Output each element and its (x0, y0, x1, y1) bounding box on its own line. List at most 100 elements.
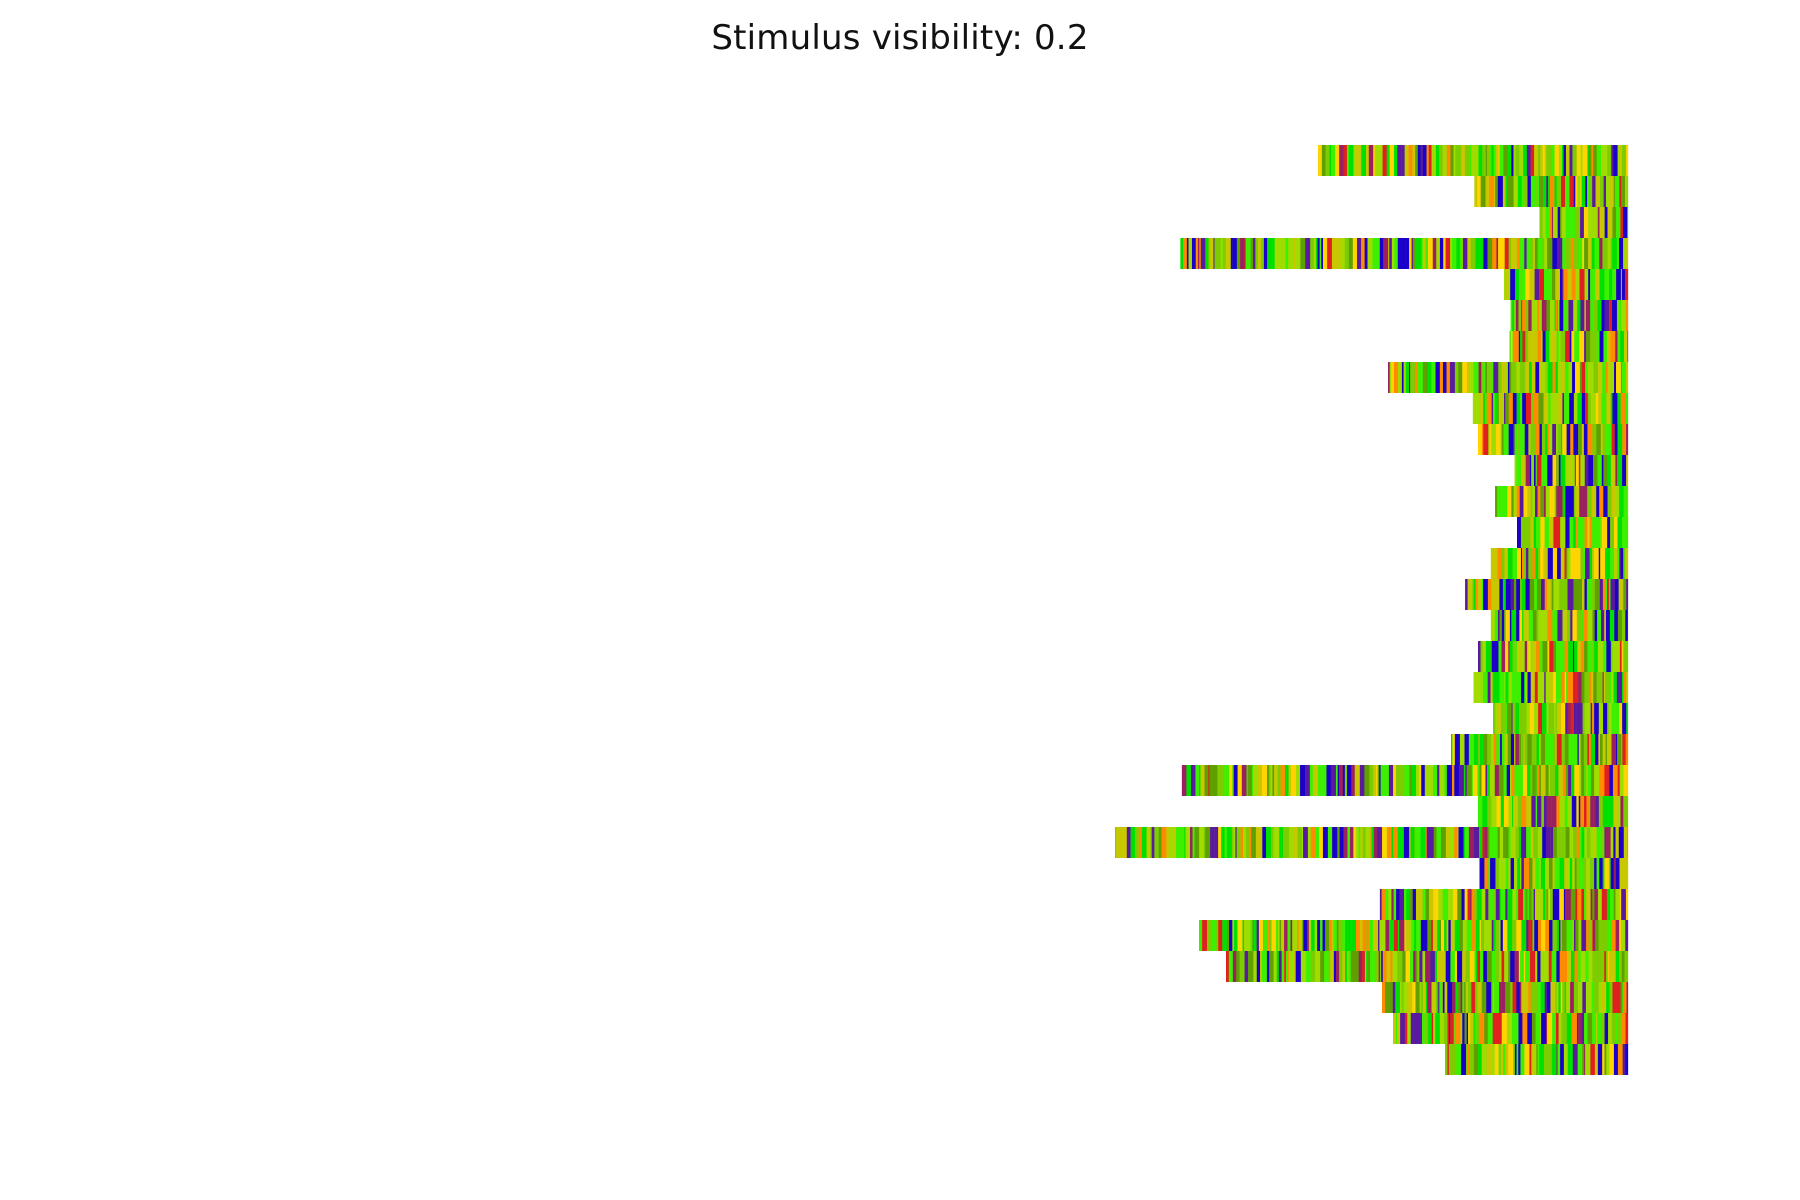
heatmap-cell (1398, 362, 1403, 393)
heatmap-cell (1523, 982, 1529, 1013)
heatmap-cell (1515, 269, 1520, 300)
heatmap-cell (1483, 362, 1486, 393)
heatmap-cell (1412, 889, 1417, 920)
heatmap-cell (1471, 1044, 1474, 1075)
heatmap-cell (1518, 703, 1524, 734)
heatmap-cell (1587, 393, 1591, 424)
heatmap-cell (1338, 238, 1341, 269)
heatmap-cell (1574, 331, 1580, 362)
heatmap-cell (1397, 951, 1403, 982)
heatmap-cell (1222, 238, 1225, 269)
heatmap-cell (1342, 920, 1346, 951)
heatmap-cell (1602, 424, 1606, 455)
heatmap-cell (1560, 548, 1565, 579)
heatmap-cell (1571, 331, 1575, 362)
heatmap-cell (1548, 765, 1551, 796)
heatmap-cell (1313, 238, 1317, 269)
heatmap-cell (1603, 486, 1608, 517)
heatmap-cell (1505, 827, 1509, 858)
heatmap-cell (1566, 858, 1571, 889)
heatmap-cell (1596, 858, 1600, 889)
heatmap-cell (1454, 734, 1461, 765)
heatmap-cell (1209, 238, 1214, 269)
heatmap-cell (1202, 920, 1208, 951)
heatmap-cell (1545, 362, 1547, 393)
heatmap-cell (1587, 176, 1590, 207)
heatmap-cell (1503, 796, 1509, 827)
heatmap-cell (1460, 951, 1463, 982)
heatmap-cell (1256, 920, 1260, 951)
heatmap-cell (1191, 238, 1196, 269)
heatmap-cell (1550, 765, 1554, 796)
heatmap-cell (1516, 455, 1522, 486)
heatmap-cell (1534, 1044, 1537, 1075)
heatmap-cell (1234, 920, 1238, 951)
heatmap-cell (1535, 176, 1537, 207)
heatmap-cell (1333, 920, 1337, 951)
heatmap-cell (1564, 548, 1567, 579)
heatmap-cell (1407, 1013, 1411, 1044)
heatmap-cell (1525, 548, 1529, 579)
heatmap-cell (1596, 951, 1602, 982)
heatmap-cell (1546, 889, 1549, 920)
heatmap-cell (1251, 951, 1254, 982)
heatmap-cell (1388, 238, 1390, 269)
heatmap-cell (1582, 455, 1585, 486)
heatmap-row (1495, 486, 1629, 517)
heatmap-cell (1592, 176, 1596, 207)
heatmap-cell (1581, 1013, 1585, 1044)
heatmap-cell (1447, 1013, 1450, 1044)
heatmap-cell (1590, 796, 1596, 827)
heatmap-cell (1621, 889, 1623, 920)
heatmap-cell (1598, 145, 1602, 176)
heatmap-cell (1186, 238, 1189, 269)
heatmap-cell (1392, 951, 1398, 982)
heatmap-cell (1232, 765, 1235, 796)
heatmap-cell (1493, 734, 1497, 765)
heatmap-cell (1446, 765, 1453, 796)
heatmap-cell (1537, 331, 1542, 362)
heatmap-cell (1472, 393, 1475, 424)
heatmap-cell (1226, 951, 1229, 982)
heatmap-cell (1409, 362, 1411, 393)
heatmap-cell (1535, 1013, 1541, 1044)
heatmap-cell (1405, 920, 1410, 951)
heatmap-cell (1460, 982, 1463, 1013)
heatmap-cell (1540, 858, 1546, 889)
heatmap-cell (1474, 920, 1476, 951)
heatmap-cell (1617, 145, 1620, 176)
heatmap-cell (1562, 765, 1567, 796)
heatmap-cell (1592, 641, 1595, 672)
heatmap-cell (1382, 951, 1387, 982)
heatmap-cell (1147, 827, 1151, 858)
heatmap-cell (1619, 145, 1623, 176)
heatmap-cell (1276, 951, 1279, 982)
heatmap-cell (1583, 610, 1588, 641)
heatmap-cell (1116, 827, 1120, 858)
heatmap-cell (1331, 238, 1338, 269)
heatmap-cell (1591, 362, 1594, 393)
heatmap-cell (1543, 889, 1546, 920)
heatmap-cell (1617, 951, 1620, 982)
heatmap-cell (1528, 982, 1531, 1013)
heatmap-cell (1510, 300, 1513, 331)
heatmap-cell (1574, 641, 1578, 672)
heatmap-cell (1611, 734, 1617, 765)
heatmap-cell (1617, 765, 1620, 796)
heatmap-cell (1445, 951, 1451, 982)
heatmap-cell (1555, 765, 1559, 796)
heatmap-cell (1391, 362, 1395, 393)
heatmap-cell (1523, 176, 1528, 207)
heatmap-cell (1540, 579, 1545, 610)
heatmap-cell (1516, 610, 1520, 641)
heatmap-cell (1582, 238, 1585, 269)
heatmap-cell (1513, 331, 1519, 362)
heatmap-cell (1555, 517, 1561, 548)
heatmap-cell (1508, 269, 1511, 300)
heatmap-cell (1267, 238, 1271, 269)
heatmap-cell (1491, 641, 1497, 672)
heatmap-cell (1197, 238, 1200, 269)
heatmap-cell (1486, 951, 1492, 982)
heatmap-cell (1595, 734, 1599, 765)
heatmap-cell (1582, 486, 1588, 517)
